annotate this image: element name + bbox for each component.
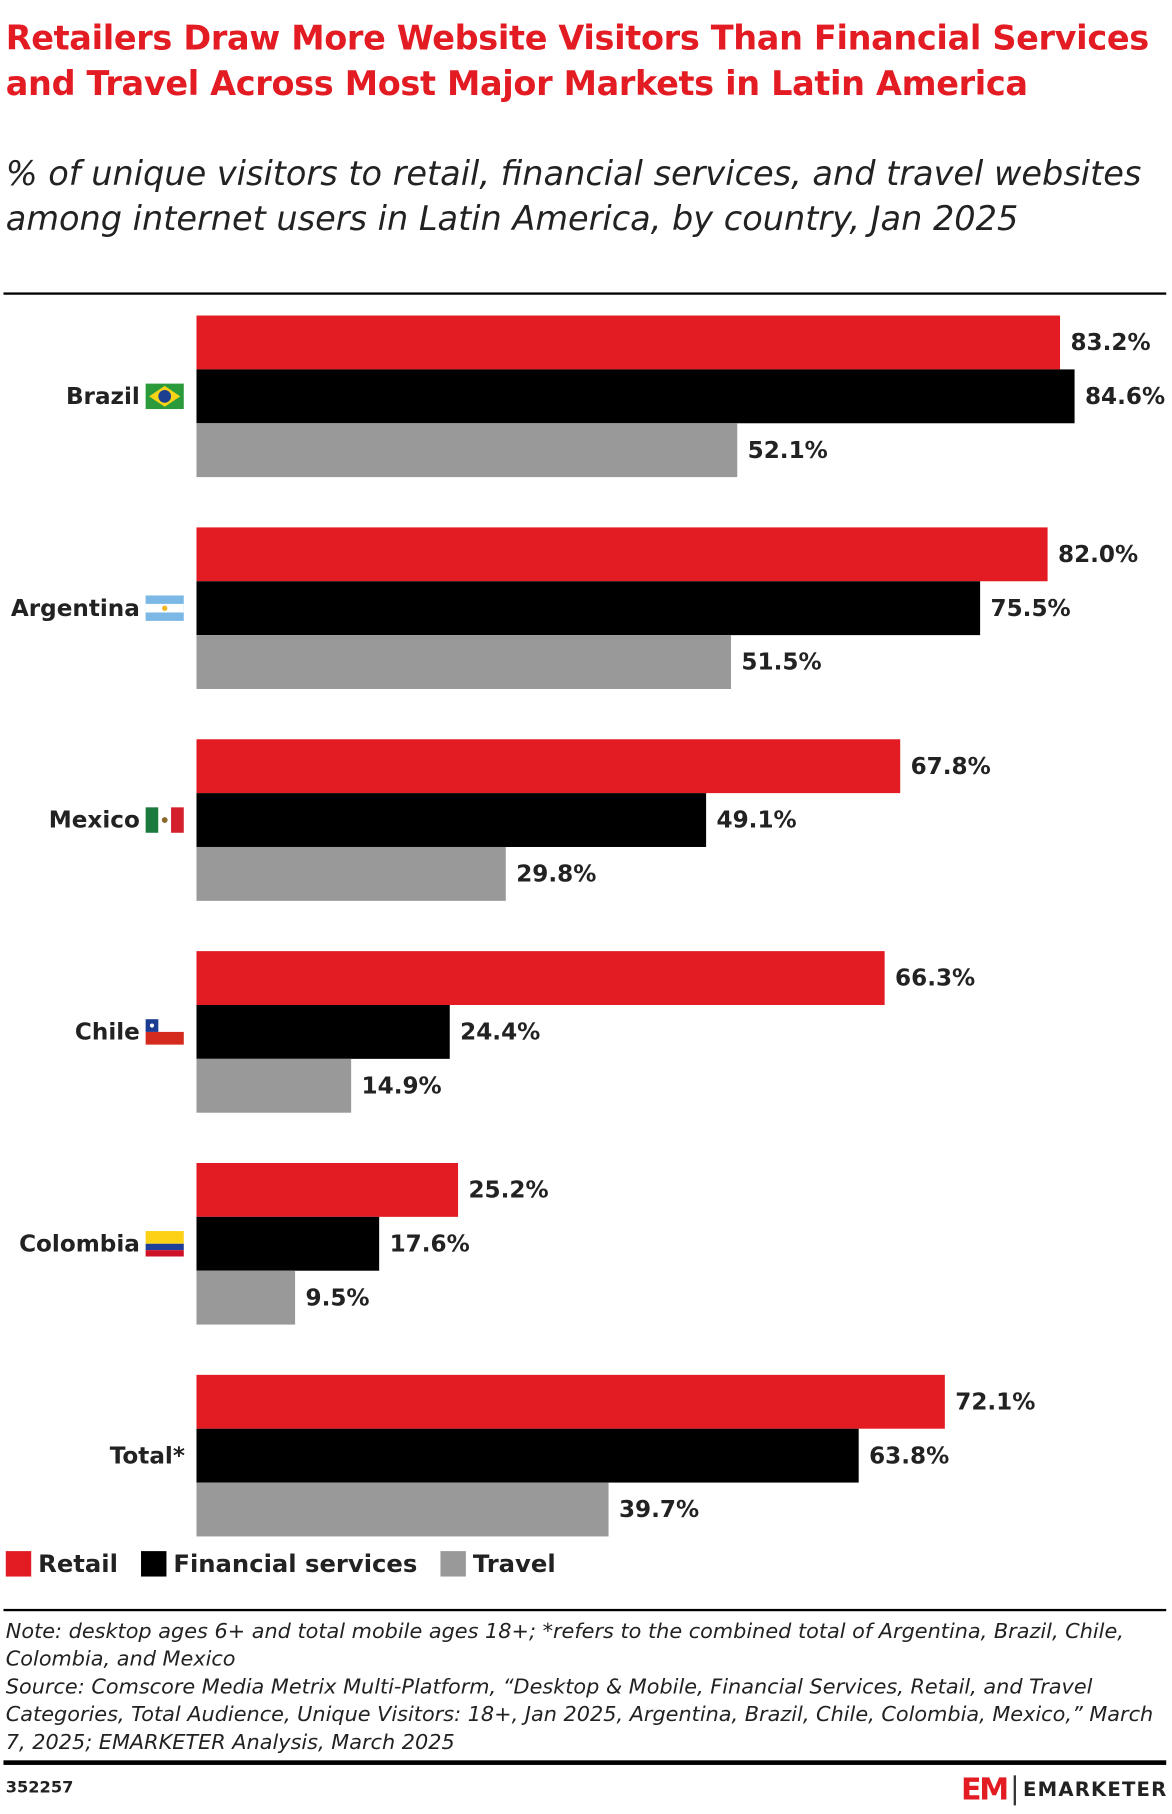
bar	[196, 793, 707, 847]
flag	[162, 605, 168, 611]
value-label: 83.2%	[1070, 330, 1150, 356]
category-group: Total* 72.1% 63.8% 39.7%	[110, 1374, 1035, 1537]
legend-swatch	[141, 1551, 167, 1577]
rule	[3, 1608, 1167, 1611]
bar	[196, 423, 738, 478]
flag	[145, 1250, 184, 1257]
flag	[149, 1023, 155, 1028]
bar	[196, 315, 1061, 370]
legend-label: Financial services	[173, 1549, 417, 1578]
value-label: 17.6%	[390, 1231, 470, 1257]
category-group: Argentina 82.0% 75.5% 51.5%	[11, 527, 1138, 689]
category-group: Colombia 25.2% 17.6% 9.5%	[19, 1162, 549, 1325]
legend-label: Retail	[38, 1549, 118, 1578]
bar	[196, 369, 1075, 424]
bar	[196, 527, 1048, 582]
value-label: 52.1%	[748, 438, 828, 464]
bar	[196, 1428, 859, 1483]
value-label: 75.5%	[991, 596, 1071, 622]
logo-text: EMARKETER	[1023, 1778, 1168, 1802]
logo: EM EMARKETER	[961, 1773, 1167, 1808]
note: Note: desktop ages 6+ and total mobile a…	[5, 1619, 1124, 1672]
legend-swatch	[5, 1551, 32, 1577]
value-label: 84.6%	[1085, 384, 1165, 410]
bar	[196, 1270, 296, 1325]
legend-swatch	[440, 1551, 466, 1577]
bar	[196, 581, 981, 636]
bar	[196, 635, 732, 689]
source: Source: Comscore Media Metrix Multi-Plat…	[5, 1674, 1154, 1755]
category-group: Chile 66.3% 24.4% 14.9%	[75, 951, 975, 1113]
bar	[196, 1058, 352, 1113]
bar	[196, 1374, 945, 1429]
category-label: Argentina	[11, 596, 140, 622]
value-label: 49.1%	[717, 808, 797, 834]
flag	[145, 807, 159, 833]
bar	[196, 1162, 459, 1217]
flag	[145, 1031, 184, 1045]
value-label: 63.8%	[869, 1443, 949, 1469]
category-label: Brazil	[66, 384, 140, 410]
value-label: 25.2%	[468, 1178, 548, 1204]
value-label: 82.0%	[1058, 542, 1138, 568]
chart: Brazil 83.2% 84.6% 52.1% Argentina 82.0% 75.5%…	[5, 315, 1165, 1578]
value-label: 72.1%	[955, 1389, 1035, 1415]
value-label: 9.5%	[305, 1285, 369, 1311]
flag	[158, 389, 172, 403]
value-label: 39.7%	[619, 1497, 699, 1523]
category-label: Colombia	[19, 1231, 140, 1257]
bar	[196, 1482, 609, 1537]
logo-mark: EM	[961, 1773, 1009, 1808]
category-label: Chile	[75, 1020, 140, 1046]
category-group: Mexico 67.8% 49.1% 29.8%	[49, 739, 991, 901]
value-label: 66.3%	[895, 966, 975, 992]
chart-id: 352257	[5, 1778, 74, 1798]
value-label: 29.8%	[516, 862, 596, 888]
legend: Retail Financial services Travel	[5, 1549, 556, 1578]
bar	[196, 846, 506, 901]
category-label: Mexico	[49, 808, 140, 834]
category-group: Brazil 83.2% 84.6% 52.1%	[66, 315, 1165, 478]
value-label: 24.4%	[460, 1020, 540, 1046]
chart-title: Retailers Draw More Website Visitors Tha…	[5, 18, 1149, 103]
logo-divider	[1013, 1775, 1017, 1806]
value-label: 51.5%	[741, 650, 821, 676]
category-label: Total*	[110, 1443, 185, 1469]
bar	[196, 951, 885, 1005]
flag	[161, 817, 168, 823]
value-label: 67.8%	[911, 754, 991, 780]
value-label: 14.9%	[362, 1073, 442, 1099]
legend-label: Travel	[473, 1549, 556, 1578]
rule	[3, 292, 1167, 295]
rule	[3, 1760, 1167, 1765]
flag	[145, 1231, 184, 1244]
flag	[171, 807, 184, 833]
bar	[196, 1216, 380, 1271]
chart-subtitle: % of unique visitors to retail, financia…	[5, 153, 1142, 239]
bar	[196, 1004, 450, 1059]
bar	[196, 739, 901, 794]
flag	[145, 1243, 184, 1251]
notes: Note: desktop ages 6+ and total mobile a…	[6, 1618, 1168, 1757]
